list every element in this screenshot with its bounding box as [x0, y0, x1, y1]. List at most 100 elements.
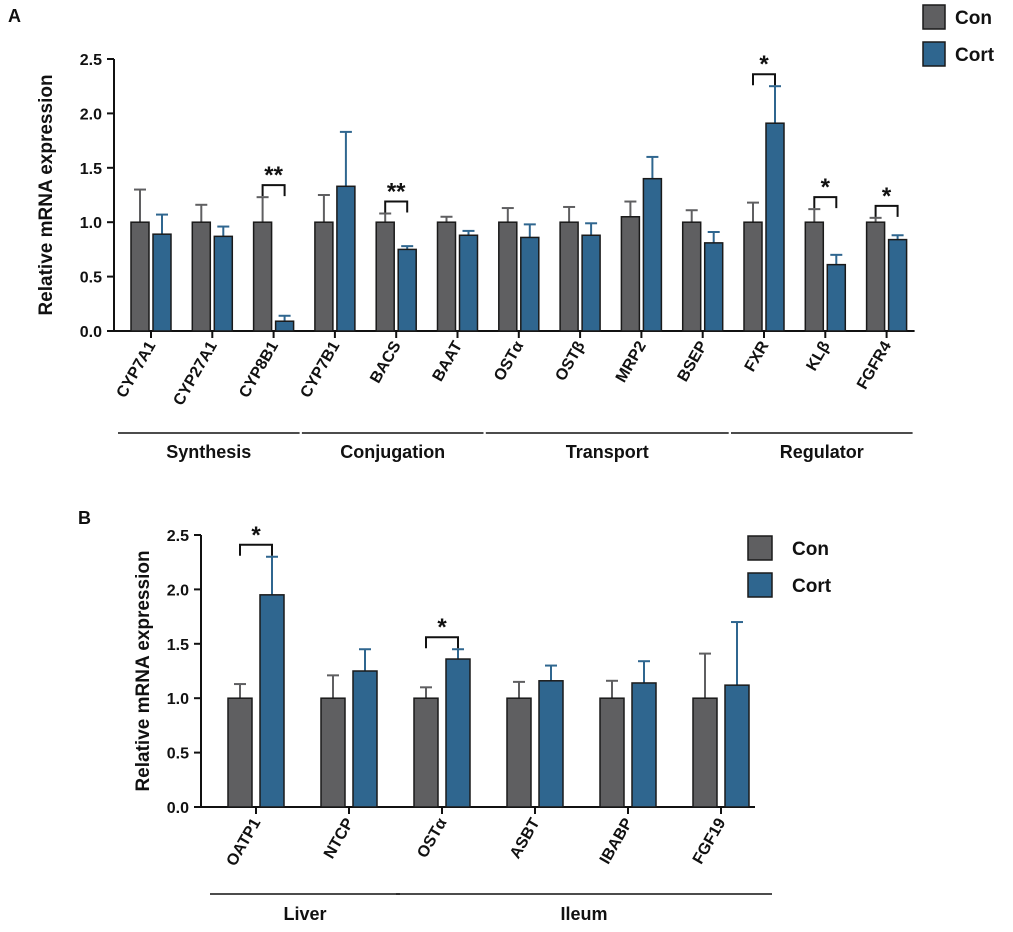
panel-a-con-bar	[804, 221, 825, 332]
panel-b-category-label: OSTα	[414, 815, 450, 861]
panel-a-category-label: KLβ	[803, 338, 833, 374]
panel-b-cort-bar	[259, 594, 285, 808]
panel-a-category-label: CYP7B1	[298, 338, 344, 400]
panel-b-significance-marker: *	[437, 614, 447, 641]
panel-a-significance-marker: *	[882, 183, 892, 210]
panel-b-con-bar	[506, 697, 532, 808]
panel-b-y-tick-label: 2.5	[167, 528, 189, 545]
panel-b-category-label: FGF19	[690, 815, 730, 867]
panel-b-category-label: OATP1	[224, 815, 265, 869]
panel-b-significance-bracket	[239, 543, 273, 556]
panel-a-legend-swatch-cort	[922, 41, 946, 67]
panel-a-category-label: CYP27A1	[170, 338, 220, 408]
panel-a-significance-bracket	[261, 184, 286, 197]
panel-b-cort-bar	[538, 680, 564, 808]
panel-a-y-tick-label: 2.0	[80, 106, 102, 123]
panel-b-category-label: IBABP	[597, 815, 637, 867]
panel-a-con-bar	[375, 221, 395, 332]
panel-a-chart: A Relative mRNA expression 0.0 0.5 1.0 1.5 2…	[8, 4, 995, 462]
panel-a-con-bar	[130, 221, 150, 332]
panel-a-cort-bar	[581, 234, 601, 332]
panel-a-con-bar	[436, 221, 457, 332]
panel-a-cort-bar	[826, 263, 847, 332]
panel-b-con-bar	[692, 697, 718, 808]
panel-a-cort-bar	[152, 233, 172, 332]
panel-a-category-label: BAAT	[430, 338, 466, 384]
panel-b-con-bar	[413, 697, 439, 808]
panel-a-y-tick-label: 2.5	[80, 52, 102, 69]
panel-a-category-label: FGFR4	[854, 338, 895, 392]
panel-b-legend-label-con: Con	[792, 539, 829, 560]
panel-b-legend-swatch-con	[747, 535, 773, 561]
panel-a-category-label: OSTα	[491, 338, 527, 384]
panel-a-y-tick-label: 0.0	[80, 324, 102, 341]
panel-a-cort-bar	[703, 242, 724, 332]
panel-a-category-label: FXR	[742, 338, 773, 375]
panel-b-group-label: Ileum	[560, 904, 607, 924]
panel-a-group-label: Regulator	[780, 442, 864, 462]
panel-a-category-label: CYP8B1	[236, 338, 282, 400]
panel-a-legend-label-con: Con	[955, 8, 992, 29]
panel-a-cort-bar	[765, 122, 785, 332]
panel-a-legend-label-cort: Cort	[955, 45, 995, 66]
panel-a-cort-bar	[336, 185, 356, 332]
panel-a-cort-bar	[274, 320, 295, 332]
panel-a-cort-bar	[213, 235, 234, 332]
panel-b-y-tick-label: 0.0	[167, 800, 189, 817]
panel-a-significance-marker: **	[387, 178, 406, 205]
panel-b-con-bar	[599, 697, 625, 808]
panel-b-significance-marker: *	[251, 522, 261, 549]
panel-a-cort-bar	[887, 238, 908, 332]
panel-b-chart: B Relative mRNA expression 0.0 0.5 1.0 1.5 2…	[78, 508, 832, 924]
panel-a-con-bar	[743, 221, 763, 332]
panel-b-significance-bracket	[425, 636, 459, 649]
panel-b-con-bar	[320, 697, 346, 808]
panel-b-group-label: Liver	[283, 904, 326, 924]
panel-a-category-label: MRP2	[613, 338, 650, 385]
panel-b-category-label: NTCP	[321, 815, 358, 862]
panel-a-significance-bracket	[384, 200, 409, 213]
panel-a-category-label: BACS	[367, 338, 405, 386]
panel-a-cort-bar	[642, 177, 663, 332]
panel-a-significance-marker: **	[264, 162, 283, 189]
panel-a-cort-bar	[520, 236, 540, 332]
panel-a-label: A	[8, 6, 21, 26]
panel-a-category-label: OSTβ	[553, 338, 589, 384]
panel-a-legend-swatch-con	[922, 4, 946, 30]
panel-a-con-bar	[191, 221, 212, 332]
panel-a-y-tick-label: 1.0	[80, 215, 102, 232]
panel-a-cort-bar	[458, 234, 479, 332]
panel-a-significance-bracket	[752, 73, 776, 86]
panel-b-cort-bar	[631, 682, 657, 808]
panel-b-y-tick-label: 0.5	[167, 746, 189, 763]
panel-b-y-tick-label: 2.0	[167, 582, 189, 599]
panel-b-cort-bar	[352, 670, 378, 808]
panel-b-category-label: ASBT	[507, 815, 544, 861]
panel-a-group-label: Conjugation	[340, 442, 445, 462]
panel-b-cort-bar	[724, 684, 750, 808]
panel-b-legend-label-cort: Cort	[792, 576, 832, 597]
panel-a-category-label: CYP7A1	[114, 338, 160, 400]
panel-a-significance-bracket	[874, 204, 899, 217]
panel-a-y-tick-label: 1.5	[80, 161, 102, 178]
panel-a-con-bar	[498, 221, 518, 332]
panel-a-group-label: Transport	[566, 442, 649, 462]
panel-a-y-tick-label: 0.5	[80, 270, 102, 287]
panel-b-y-tick-label: 1.0	[167, 691, 189, 708]
panel-a-con-bar	[681, 221, 702, 332]
panel-a-cort-bar	[397, 248, 417, 332]
panel-a-significance-marker: *	[759, 51, 769, 78]
panel-b-y-axis-title: Relative mRNA expression	[133, 550, 154, 791]
panel-a-significance-marker: *	[821, 174, 831, 201]
panel-b-cort-bar	[445, 658, 471, 808]
panel-a-con-bar	[314, 221, 334, 332]
panel-a-con-bar	[865, 221, 886, 332]
panel-a-y-axis-title: Relative mRNA expression	[36, 74, 57, 315]
panel-b-label: B	[78, 508, 91, 528]
panel-b-y-tick-label: 1.5	[167, 637, 189, 654]
panel-a-significance-bracket	[813, 196, 838, 209]
panel-b-con-bar	[227, 697, 253, 808]
panel-a-con-bar	[620, 216, 641, 332]
panel-a-group-label: Synthesis	[166, 442, 251, 462]
